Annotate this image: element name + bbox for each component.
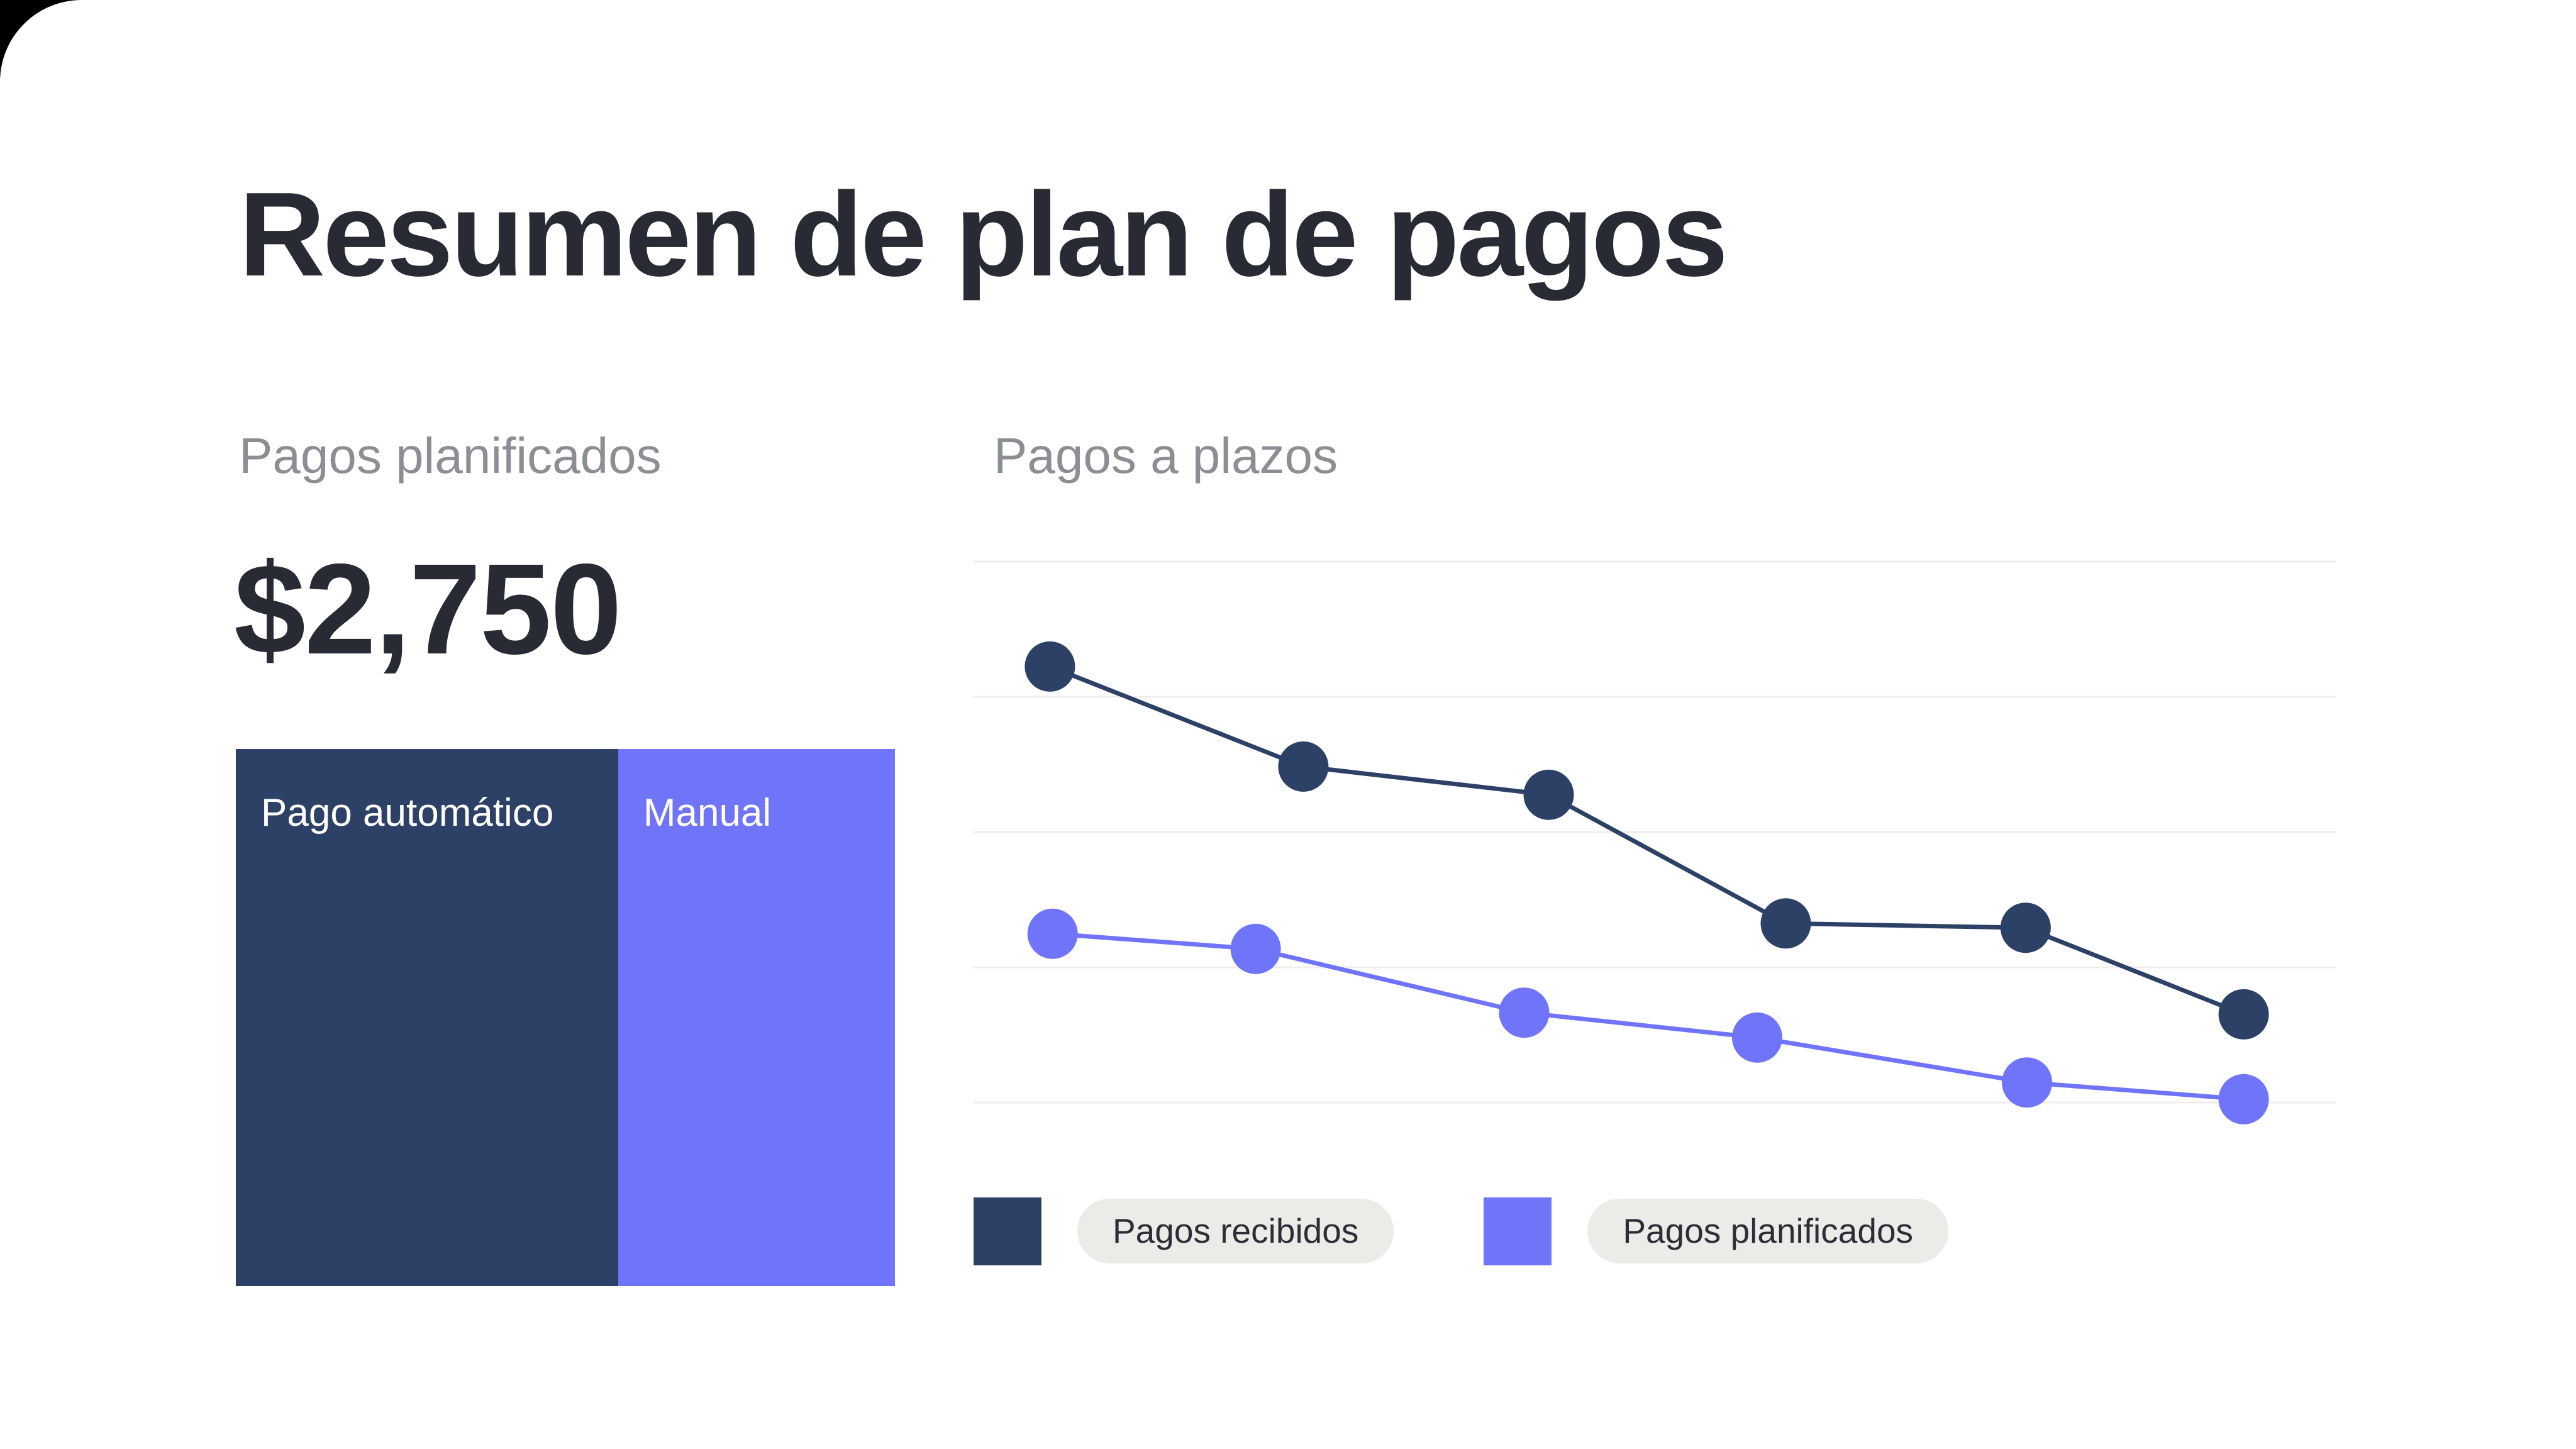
planned-payments-value: $2,750 — [234, 537, 622, 681]
data-point — [1027, 908, 1078, 959]
data-point — [2002, 1057, 2053, 1108]
data-point — [1024, 641, 1075, 692]
installments-label: Pagos a plazos — [994, 428, 1338, 484]
planned-payments-label: Pagos planificados — [239, 428, 662, 484]
data-point — [1499, 987, 1550, 1038]
data-point — [2218, 989, 2269, 1040]
series-line-0 — [1049, 664, 2245, 1017]
data-point — [1230, 923, 1281, 974]
payment-method-bar: Pago automático Manual — [236, 749, 895, 1286]
data-point — [1278, 741, 1329, 792]
series-line-1 — [1052, 931, 2244, 1102]
page-title: Resumen de plan de pagos — [239, 168, 1728, 301]
legend-label-0: Pagos recibidos — [1077, 1199, 1394, 1263]
data-point — [1523, 769, 1574, 820]
legend-swatch-0 — [974, 1197, 1041, 1265]
bar-segment-automatic: Pago automático — [236, 749, 618, 1286]
data-point — [2000, 902, 2051, 953]
legend-label-1: Pagos planificados — [1587, 1199, 1949, 1263]
data-point — [2218, 1074, 2269, 1124]
data-point — [1760, 898, 1811, 949]
bar-segment-manual: Manual — [618, 749, 895, 1286]
installments-chart — [974, 560, 2336, 1124]
bar-segment-label: Pago automático — [261, 791, 554, 835]
legend-swatch-1 — [1484, 1197, 1552, 1265]
data-point — [1732, 1012, 1782, 1063]
bar-segment-label: Manual — [643, 791, 772, 835]
chart-legend: Pagos recibidos Pagos planificados — [974, 1197, 1949, 1265]
